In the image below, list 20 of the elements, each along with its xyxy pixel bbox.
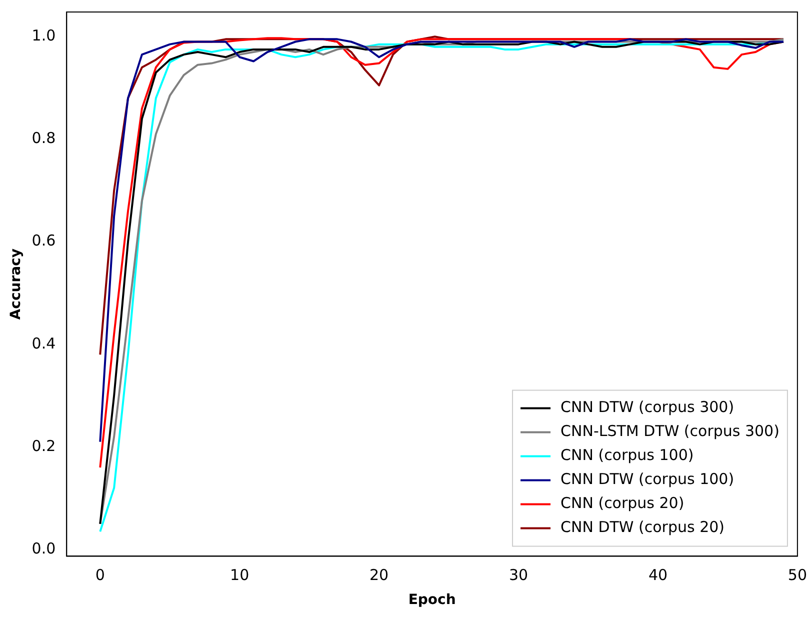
legend-label: CNN-LSTM DTW (corpus 300) xyxy=(560,422,780,440)
y-tick-label: 0.4 xyxy=(32,334,56,352)
y-tick-label: 0.0 xyxy=(32,539,56,558)
x-tick-label: 30 xyxy=(508,566,528,584)
legend-label: CNN DTW (corpus 300) xyxy=(560,398,734,416)
x-tick-label: 10 xyxy=(230,566,250,584)
legend-label: CNN (corpus 100) xyxy=(560,446,694,464)
y-axis-title: Accuracy xyxy=(8,248,24,320)
x-tick-label: 50 xyxy=(788,566,808,584)
y-tick-label: 0.6 xyxy=(32,232,56,250)
x-axis-title: Epoch xyxy=(408,592,456,608)
legend-label: CNN DTW (corpus 20) xyxy=(560,518,725,536)
x-tick-label: 20 xyxy=(370,566,389,584)
y-tick-label: 0.2 xyxy=(32,436,56,455)
legend-label: CNN (corpus 20) xyxy=(560,494,684,512)
x-tick-label: 0 xyxy=(95,566,105,584)
legend-label: CNN DTW (corpus 100) xyxy=(560,470,734,488)
y-tick-label: 0.8 xyxy=(32,129,56,148)
y-tick-label: 1.0 xyxy=(32,26,56,45)
x-tick-label: 40 xyxy=(648,566,668,584)
